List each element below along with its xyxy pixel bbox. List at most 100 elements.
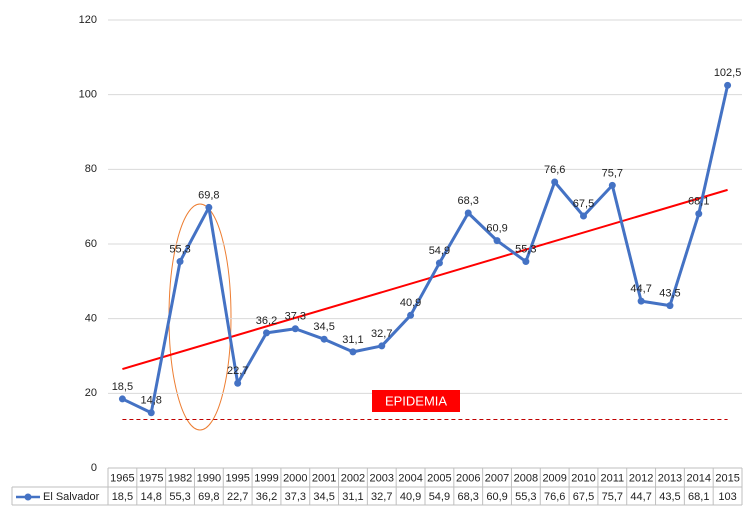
y-tick-label: 0 <box>91 462 97 474</box>
table-value: 40,9 <box>400 491 421 503</box>
point <box>118 395 126 403</box>
y-tick-label: 100 <box>79 89 97 101</box>
point <box>695 210 703 218</box>
point <box>435 259 443 267</box>
table-value: 37,3 <box>285 491 306 503</box>
table-value: 31,1 <box>342 491 363 503</box>
table-value: 18,5 <box>112 491 133 503</box>
point <box>464 209 472 217</box>
x-tick-label: 1975 <box>139 472 163 484</box>
annotation-text: EPIDEMIA <box>385 393 447 408</box>
table-value: 67,5 <box>573 491 594 503</box>
data-label: 76,6 <box>544 164 565 176</box>
point <box>378 342 386 350</box>
table-value: 69,8 <box>198 491 219 503</box>
highlight-ellipse <box>168 203 232 431</box>
table-value: 103 <box>718 491 736 503</box>
point <box>234 379 242 387</box>
point <box>637 297 645 305</box>
data-label: 55,3 <box>515 243 536 255</box>
x-tick-label: 2006 <box>456 472 480 484</box>
point <box>263 329 270 337</box>
data-label: 36,2 <box>256 315 277 327</box>
table-value: 55,3 <box>169 491 190 503</box>
data-label: 68,3 <box>458 195 479 207</box>
point <box>580 212 587 220</box>
data-label: 44,7 <box>630 283 651 295</box>
x-tick-label: 2014 <box>687 472 711 484</box>
table-value: 75,7 <box>602 491 623 503</box>
data-label: 75,7 <box>602 167 623 179</box>
table-value: 76,6 <box>544 491 565 503</box>
x-tick-label: 1965 <box>110 472 134 484</box>
point <box>147 409 155 417</box>
x-tick-label: 2000 <box>283 472 307 484</box>
table-value: 43,5 <box>659 491 680 503</box>
point <box>205 203 213 211</box>
x-tick-label: 2008 <box>514 472 538 484</box>
x-tick-label: 2013 <box>658 472 682 484</box>
trendline <box>122 188 728 371</box>
point <box>666 302 674 310</box>
x-tick-label: 2004 <box>398 472 422 484</box>
data-label: 22,7 <box>227 365 248 377</box>
x-tick-label: 2002 <box>341 472 365 484</box>
x-tick-label: 2011 <box>600 472 624 484</box>
y-tick-label: 120 <box>79 14 97 26</box>
x-tick-label: 2001 <box>312 472 336 484</box>
data-label: 43,5 <box>659 288 680 300</box>
x-tick-label: 2005 <box>427 472 451 484</box>
series-line <box>121 85 730 415</box>
x-tick-label: 2003 <box>370 472 394 484</box>
data-label: 68,1 <box>688 196 709 208</box>
data-label: 37,3 <box>285 311 306 323</box>
y-tick-label: 20 <box>85 387 97 399</box>
data-label: 32,7 <box>371 328 392 340</box>
point <box>608 181 616 189</box>
data-label: 54,9 <box>429 245 450 257</box>
data-label: 60,9 <box>486 223 507 235</box>
data-label: 31,1 <box>342 334 363 346</box>
point <box>551 178 559 186</box>
data-label: 102,5 <box>714 67 742 79</box>
y-tick-label: 80 <box>85 163 97 175</box>
data-label: 69,8 <box>198 189 219 201</box>
table-value: 36,2 <box>256 491 277 503</box>
point <box>407 311 415 319</box>
legend-marker <box>24 493 32 501</box>
table-value: 34,5 <box>313 491 334 503</box>
table-value: 44,7 <box>630 491 651 503</box>
data-label: 40,9 <box>400 297 421 309</box>
table-value: 68,1 <box>688 491 709 503</box>
table-value: 22,7 <box>227 491 248 503</box>
x-tick-label: 1995 <box>225 472 249 484</box>
x-tick-label: 2012 <box>629 472 653 484</box>
y-tick-label: 60 <box>85 238 97 250</box>
x-tick-label: 1982 <box>168 472 192 484</box>
point <box>320 335 328 343</box>
data-label: 14,8 <box>141 395 162 407</box>
x-tick-label: 2015 <box>715 472 739 484</box>
data-label: 55,3 <box>169 243 190 255</box>
point <box>349 348 357 356</box>
table-value: 68,3 <box>458 491 479 503</box>
annotation-box <box>372 390 460 412</box>
point <box>291 325 299 333</box>
data-label: 67,5 <box>573 198 594 210</box>
legend-label: El Salvador <box>43 491 100 503</box>
table-value: 60,9 <box>486 491 507 503</box>
x-tick-label: 2010 <box>571 472 595 484</box>
y-tick-label: 40 <box>85 313 97 325</box>
point <box>176 258 184 266</box>
table-value: 54,9 <box>429 491 450 503</box>
x-tick-label: 1999 <box>254 472 278 484</box>
x-tick-label: 1990 <box>197 472 221 484</box>
data-label: 18,5 <box>112 381 133 393</box>
point <box>493 237 501 245</box>
table-value: 55,3 <box>515 491 536 503</box>
point <box>522 258 530 266</box>
data-label: 34,5 <box>313 321 334 333</box>
x-tick-label: 2007 <box>485 472 509 484</box>
x-tick-label: 2009 <box>542 472 566 484</box>
